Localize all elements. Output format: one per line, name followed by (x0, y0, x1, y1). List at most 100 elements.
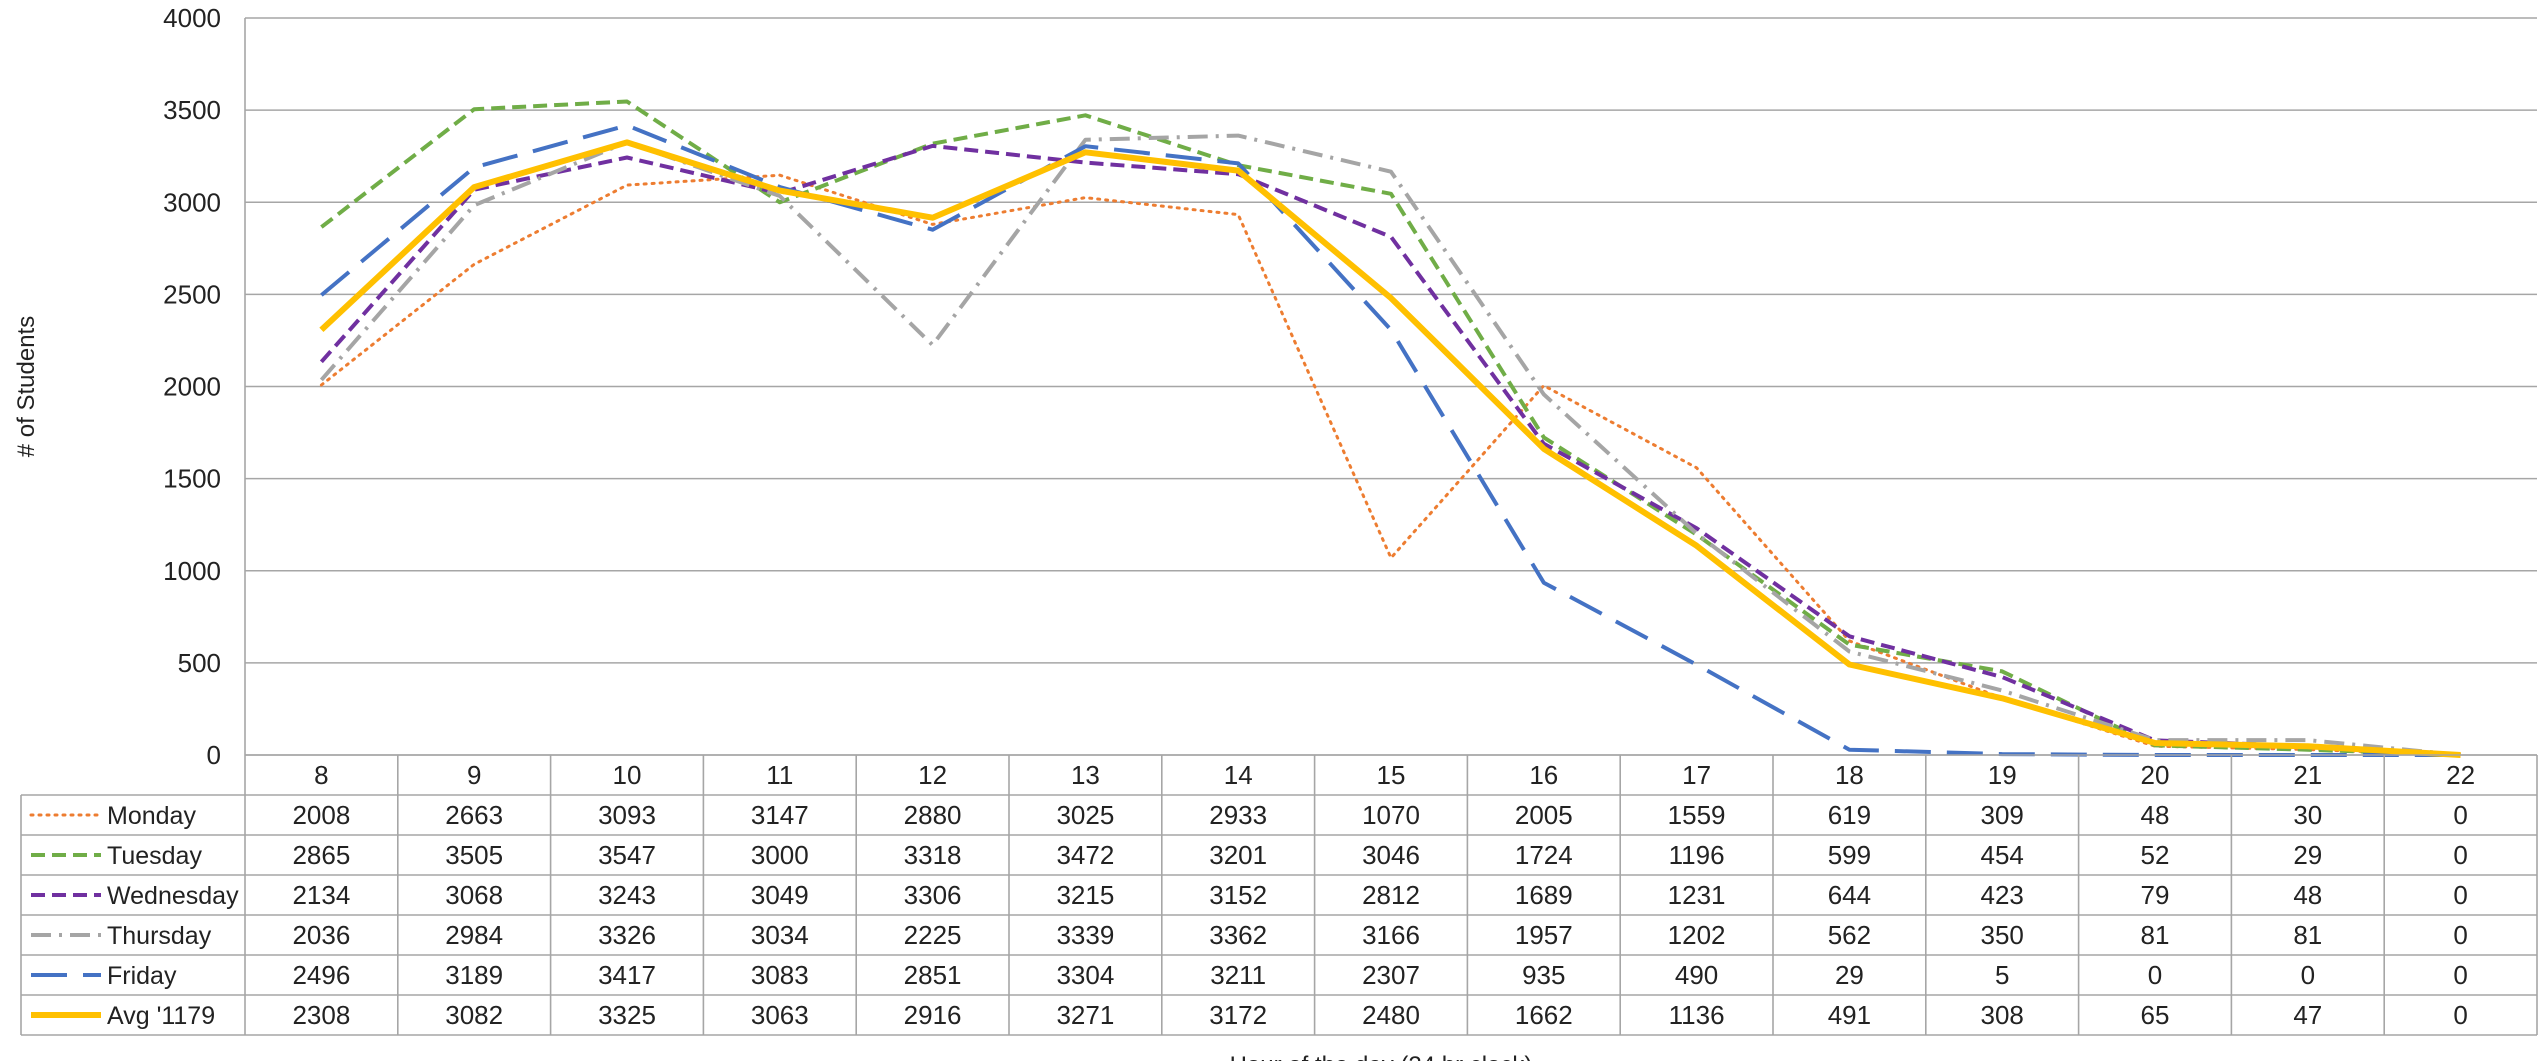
gridlines (245, 17, 2537, 756)
x-tick-label: 8 (314, 760, 328, 790)
data-table-value: 1689 (1515, 880, 1573, 910)
y-tick-label: 500 (178, 648, 221, 678)
data-table-value: 3505 (445, 840, 503, 870)
series-line (319, 173, 2463, 757)
x-tick-label: 21 (2293, 760, 2322, 790)
data-table-value: 619 (1828, 800, 1871, 830)
data-table-value: 2225 (904, 920, 962, 950)
data-table-value: 3215 (1056, 880, 1114, 910)
x-tick-label: 22 (2446, 760, 2475, 790)
data-table-value: 454 (1981, 840, 2024, 870)
data-table-value: 0 (2453, 920, 2467, 950)
y-tick-label: 2500 (163, 279, 221, 309)
data-table-value: 1662 (1515, 1000, 1573, 1030)
data-table-value: 3325 (598, 1000, 656, 1030)
data-table-value: 3339 (1056, 920, 1114, 950)
x-tick-label: 10 (613, 760, 642, 790)
data-table-value: 3189 (445, 960, 503, 990)
x-tick-label: 15 (1377, 760, 1406, 790)
data-table-value: 3306 (904, 880, 962, 910)
data-table-value: 0 (2148, 960, 2162, 990)
x-tick-label: 11 (766, 760, 793, 790)
data-table-value: 350 (1981, 920, 2024, 950)
data-table-value: 1957 (1515, 920, 1573, 950)
x-tick-label: 20 (2141, 760, 2170, 790)
data-table-value: 3417 (598, 960, 656, 990)
data-table-value: 3326 (598, 920, 656, 950)
data-table-value: 491 (1828, 1000, 1871, 1030)
data-table-value: 29 (1835, 960, 1864, 990)
data-table-value: 1231 (1668, 880, 1726, 910)
data-table-value: 3000 (751, 840, 809, 870)
y-axis-label: # of Students (13, 316, 40, 457)
data-table-value: 0 (2453, 960, 2467, 990)
x-tick-label: 17 (1682, 760, 1711, 790)
data-table-value: 79 (2141, 880, 2170, 910)
y-tick-label: 0 (207, 740, 221, 770)
y-tick-label: 3000 (163, 187, 221, 217)
data-table-value: 1202 (1668, 920, 1726, 950)
legend-series-name: Wednesday (107, 882, 239, 910)
data-table-value: 2933 (1209, 800, 1267, 830)
series-line (320, 123, 2461, 757)
series-line (319, 143, 2461, 757)
data-table-value: 2880 (904, 800, 962, 830)
data-table-value: 81 (2141, 920, 2170, 950)
x-tick-label: 13 (1071, 760, 1100, 790)
y-tick-label: 4000 (163, 3, 221, 33)
data-table-value: 48 (2141, 800, 2170, 830)
data-table-value: 3243 (598, 880, 656, 910)
data-table-value: 3172 (1209, 1000, 1267, 1030)
data-table-value: 2984 (445, 920, 503, 950)
legend-series-name: Monday (107, 802, 196, 830)
series-lines (319, 99, 2463, 758)
data-table-value: 935 (1522, 960, 1565, 990)
data-table-value: 490 (1675, 960, 1718, 990)
data-table-value: 52 (2141, 840, 2170, 870)
data-table-value: 3049 (751, 880, 809, 910)
data-table-value: 1196 (1669, 840, 1725, 870)
data-table-value: 2851 (904, 960, 962, 990)
data-table-value: 3082 (445, 1000, 503, 1030)
data-table-value: 3271 (1056, 1000, 1114, 1030)
data-table-value: 3318 (904, 840, 962, 870)
data-table-value: 1136 (1669, 1000, 1725, 1030)
series-line (320, 99, 2461, 757)
data-table-value: 3083 (751, 960, 809, 990)
data-table-value: 3472 (1056, 840, 1114, 870)
series-line (319, 133, 2461, 757)
data-table-value: 1724 (1515, 840, 1573, 870)
data-table-value: 29 (2293, 840, 2322, 870)
data-table-value: 3166 (1362, 920, 1420, 950)
data-table-value: 65 (2141, 1000, 2170, 1030)
data-table-value: 81 (2293, 920, 2322, 950)
data-table-value: 2008 (292, 800, 350, 830)
data-table-value: 30 (2293, 800, 2322, 830)
x-axis-label: Hour of the day (24 hr clock) (1230, 1052, 1533, 1061)
data-table-value: 3201 (1209, 840, 1267, 870)
x-tick-label: 14 (1224, 760, 1253, 790)
data-table-value: 2036 (292, 920, 350, 950)
data-table-value: 1070 (1362, 800, 1420, 830)
data-table-value: 308 (1981, 1000, 2024, 1030)
data-table-value: 0 (2301, 960, 2315, 990)
data-table-value: 0 (2453, 840, 2467, 870)
x-tick-label: 12 (918, 760, 947, 790)
x-tick-label: 9 (467, 760, 481, 790)
data-table-value: 2496 (292, 960, 350, 990)
data-table-value: 5 (1995, 960, 2009, 990)
data-table-value: 0 (2453, 880, 2467, 910)
data-table-value: 309 (1981, 800, 2024, 830)
axes: 0 500 1000 1500 2000 2500 3000 3500 4000 (163, 3, 246, 770)
data-table-value: 3304 (1056, 960, 1114, 990)
data-table-value: 48 (2293, 880, 2322, 910)
y-tick-label: 1000 (163, 556, 221, 586)
y-tick-label: 3500 (163, 95, 221, 125)
data-table-value: 2308 (292, 1000, 350, 1030)
data-table-value: 2812 (1362, 880, 1420, 910)
data-table-value: 0 (2453, 800, 2467, 830)
data-table-value: 562 (1828, 920, 1871, 950)
x-tick-label: 19 (1988, 760, 2017, 790)
